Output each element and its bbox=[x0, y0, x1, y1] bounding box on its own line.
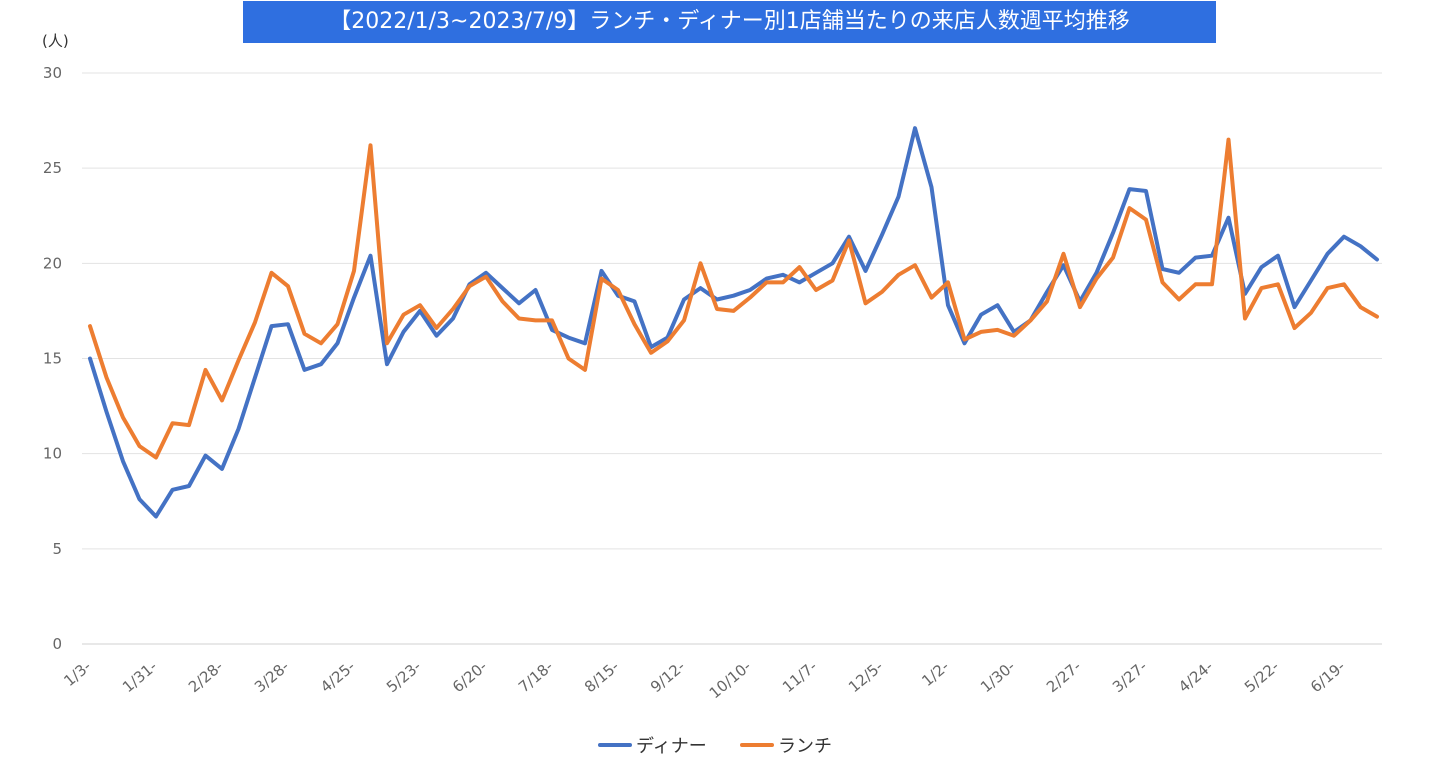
y-tick-label: 5 bbox=[52, 540, 62, 558]
x-tick-label: 6/19- bbox=[1307, 657, 1349, 696]
x-tick-label: 10/10- bbox=[706, 657, 755, 702]
gridlines bbox=[82, 72, 1382, 645]
legend-label: ディナー bbox=[636, 736, 707, 757]
x-tick-label: 5/23- bbox=[383, 657, 425, 696]
x-tick-label: 12/5- bbox=[845, 657, 887, 696]
legend-label: ランチ bbox=[778, 736, 832, 757]
x-tick-label: 9/12- bbox=[647, 657, 689, 696]
x-tick-label: 4/25- bbox=[317, 657, 359, 696]
y-tick-label: 25 bbox=[43, 159, 62, 177]
x-tick-label: 6/20- bbox=[449, 657, 491, 696]
x-tick-label: 2/27- bbox=[1043, 657, 1085, 696]
x-tick-label: 11/7- bbox=[779, 657, 821, 696]
series-line-lunch bbox=[88, 137, 1379, 460]
chart-title: 【2022/1/3~2023/7/9】ランチ・ディナー別1店舗当たりの来店人数週… bbox=[243, 1, 1216, 43]
series-lines bbox=[88, 126, 1379, 519]
x-tick-label: 1/3- bbox=[60, 657, 94, 690]
x-tick-label: 5/22- bbox=[1241, 657, 1283, 696]
x-axis-ticks: 1/3- 1/31- 2/28- 3/28- 4/25- 5/23- 6/20- 7/18- 8… bbox=[60, 657, 1348, 702]
y-tick-label: 0 bbox=[52, 635, 62, 653]
x-tick-label: 2/28- bbox=[185, 657, 227, 696]
series-line-dinner bbox=[88, 126, 1379, 519]
x-tick-label: 1/2- bbox=[918, 657, 952, 690]
y-axis-ticks: 0 5 10 15 20 25 30 bbox=[43, 64, 62, 653]
x-tick-label: 3/27- bbox=[1109, 657, 1151, 696]
x-tick-label: 4/24- bbox=[1175, 657, 1217, 696]
x-tick-label: 8/15- bbox=[581, 657, 623, 696]
x-tick-label: 1/31- bbox=[119, 657, 161, 696]
y-axis-unit-label: (人) bbox=[42, 32, 69, 50]
legend: ディナー ランチ bbox=[598, 736, 832, 757]
y-tick-label: 15 bbox=[43, 350, 62, 368]
x-tick-label: 3/28- bbox=[251, 657, 293, 696]
x-tick-label: 7/18- bbox=[515, 657, 557, 696]
y-tick-label: 10 bbox=[43, 445, 62, 463]
y-tick-label: 30 bbox=[43, 64, 62, 82]
y-tick-label: 20 bbox=[43, 254, 62, 272]
x-tick-label: 1/30- bbox=[977, 657, 1019, 696]
